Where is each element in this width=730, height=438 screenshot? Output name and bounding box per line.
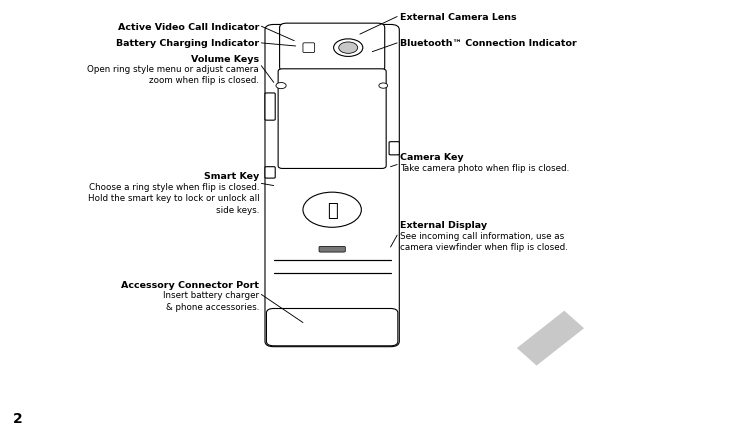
Text: Ⓜ: Ⓜ xyxy=(327,201,337,219)
Text: Camera Key: Camera Key xyxy=(400,153,464,162)
FancyBboxPatch shape xyxy=(303,44,315,53)
Text: External Camera Lens: External Camera Lens xyxy=(400,13,517,22)
Text: External Display: External Display xyxy=(400,221,487,230)
FancyBboxPatch shape xyxy=(389,142,399,155)
Text: Choose a ring style when flip is closed.
Hold the smart key to lock or unlock al: Choose a ring style when flip is closed.… xyxy=(88,182,259,214)
Text: Battery Charging Indicator: Battery Charging Indicator xyxy=(116,39,259,48)
Text: Open ring style menu or adjust camera
zoom when flip is closed.: Open ring style menu or adjust camera zo… xyxy=(88,65,259,85)
FancyBboxPatch shape xyxy=(266,309,398,346)
Text: Take camera photo when flip is closed.: Take camera photo when flip is closed. xyxy=(400,163,569,173)
FancyBboxPatch shape xyxy=(280,24,385,72)
FancyBboxPatch shape xyxy=(319,247,345,252)
Text: Bluetooth™ Connection Indicator: Bluetooth™ Connection Indicator xyxy=(400,39,577,48)
Text: Smart Key: Smart Key xyxy=(204,172,259,181)
Circle shape xyxy=(339,43,358,54)
FancyBboxPatch shape xyxy=(265,25,399,347)
FancyBboxPatch shape xyxy=(278,70,386,169)
Circle shape xyxy=(276,83,286,89)
Circle shape xyxy=(334,40,363,57)
Text: 2: 2 xyxy=(13,411,23,425)
Text: Insert battery charger
& phone accessories.: Insert battery charger & phone accessori… xyxy=(163,290,259,311)
Polygon shape xyxy=(517,311,584,366)
FancyBboxPatch shape xyxy=(265,94,275,121)
FancyBboxPatch shape xyxy=(265,167,275,179)
Circle shape xyxy=(379,84,388,89)
Text: See incoming call information, use as
camera viewfinder when flip is closed.: See incoming call information, use as ca… xyxy=(400,231,568,252)
Text: Volume Keys: Volume Keys xyxy=(191,54,259,64)
Text: Accessory Connector Port: Accessory Connector Port xyxy=(121,280,259,289)
Text: Active Video Call Indicator: Active Video Call Indicator xyxy=(118,23,259,32)
Circle shape xyxy=(303,193,361,228)
